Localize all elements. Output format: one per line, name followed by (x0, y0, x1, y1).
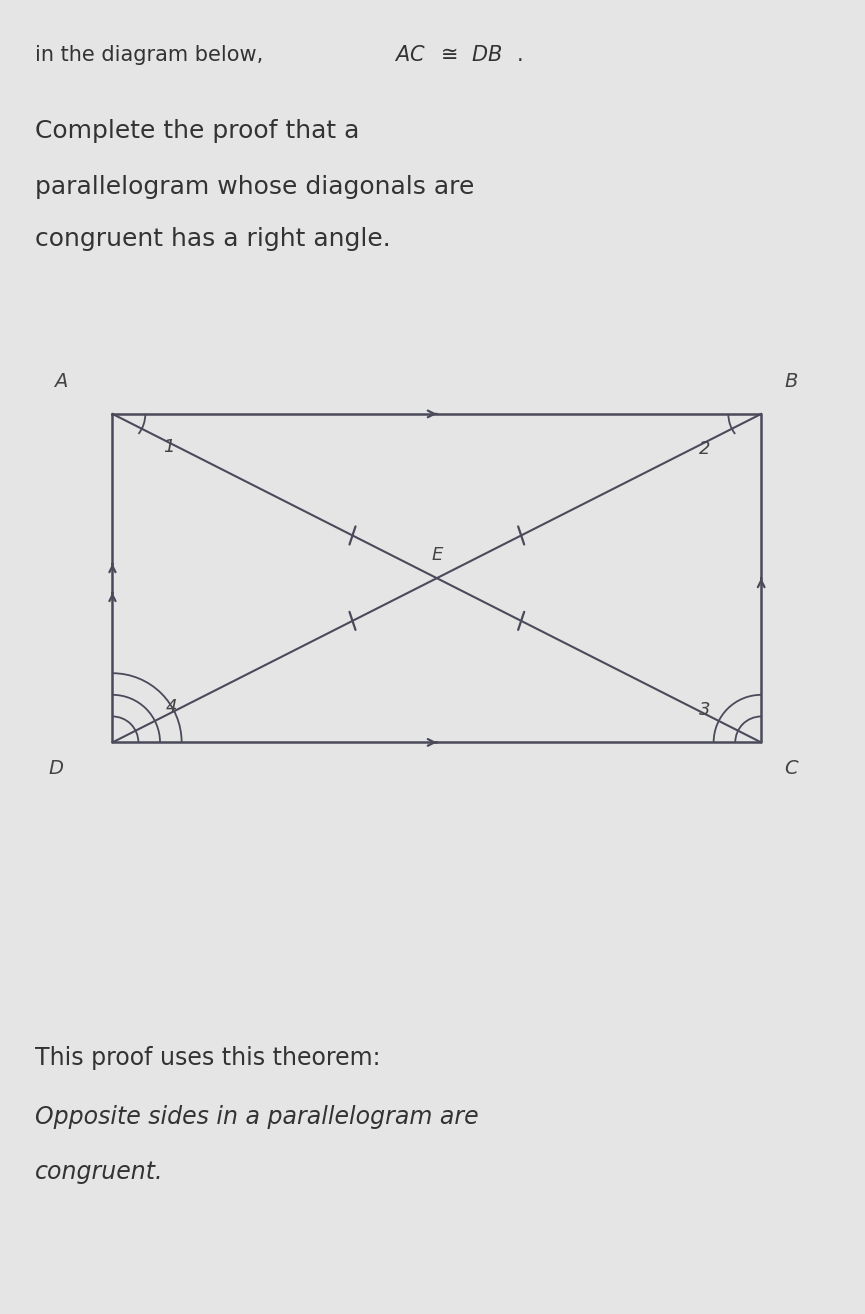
Text: This proof uses this theorem:: This proof uses this theorem: (35, 1046, 380, 1070)
Text: 2: 2 (699, 440, 711, 459)
Text: Opposite sides in a parallelogram are: Opposite sides in a parallelogram are (35, 1105, 478, 1129)
Text: parallelogram whose diagonals are: parallelogram whose diagonals are (35, 175, 474, 198)
Text: congruent.: congruent. (35, 1160, 163, 1184)
Text: congruent has a right angle.: congruent has a right angle. (35, 227, 390, 251)
Text: .: . (516, 45, 523, 66)
Text: ≅: ≅ (441, 45, 458, 66)
Text: C: C (785, 759, 798, 778)
Text: E: E (431, 545, 443, 564)
Text: A: A (54, 372, 67, 390)
Text: $\mathit{DB}$: $\mathit{DB}$ (471, 45, 503, 66)
Text: $\mathit{AC}$: $\mathit{AC}$ (394, 45, 426, 66)
Text: B: B (785, 372, 798, 390)
Text: in the diagram below,: in the diagram below, (35, 45, 270, 66)
Text: 4: 4 (165, 698, 177, 716)
Text: 1: 1 (163, 438, 175, 456)
Text: Complete the proof that a: Complete the proof that a (35, 120, 359, 143)
Text: 3: 3 (699, 700, 711, 719)
Text: D: D (48, 759, 64, 778)
